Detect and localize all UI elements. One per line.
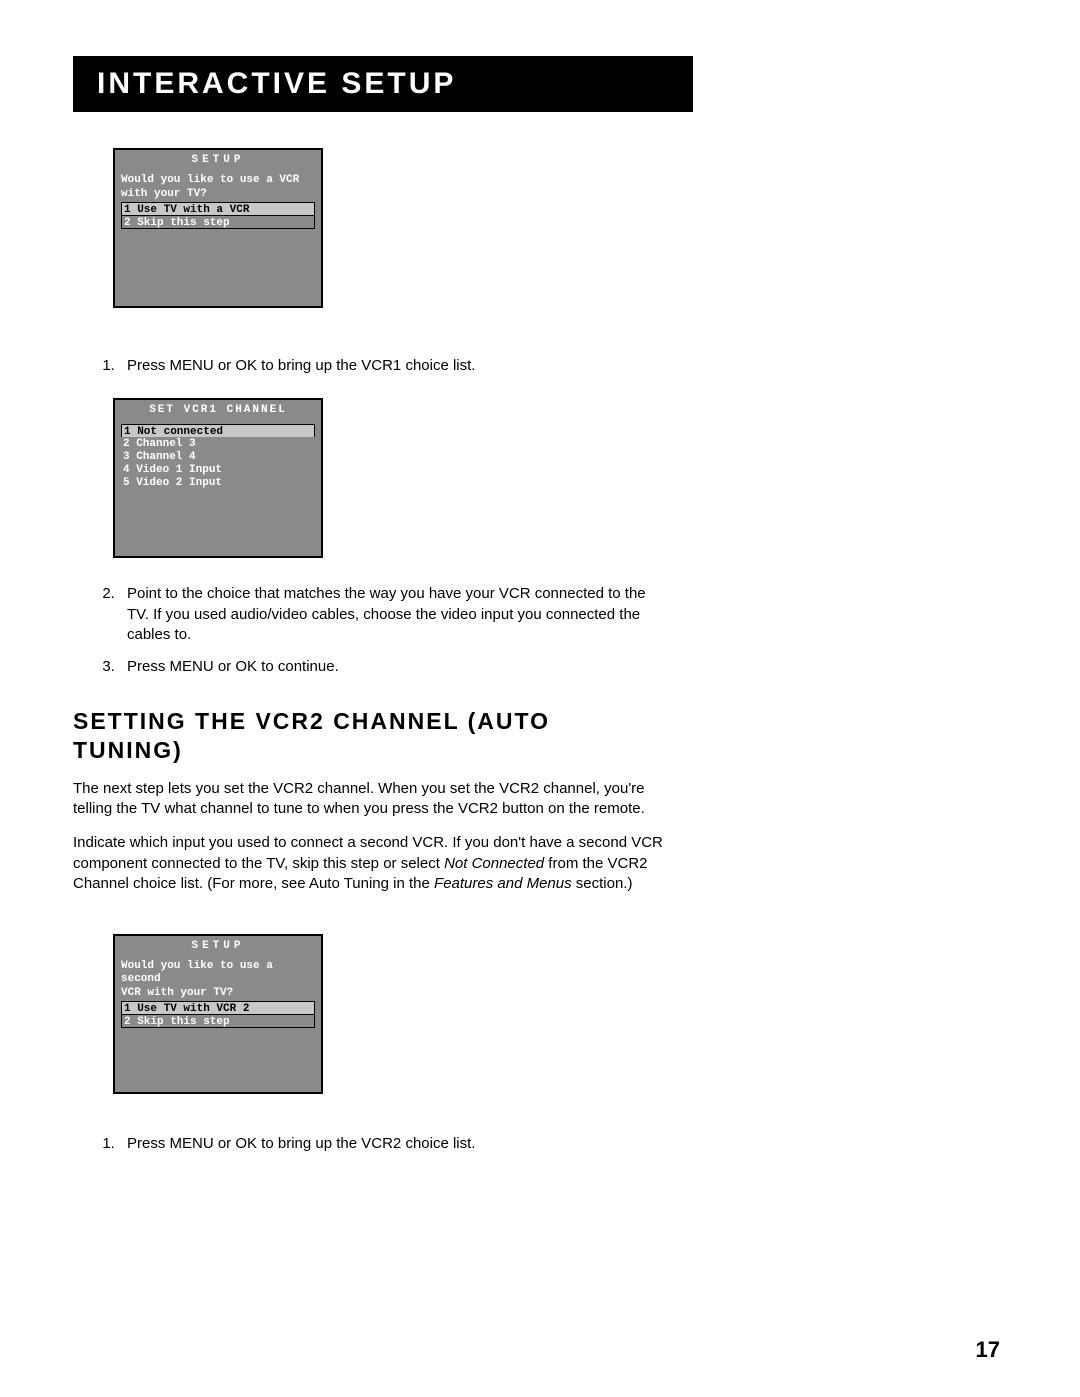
step-item: Press MENU or OK to bring up the VCR1 ch… bbox=[119, 356, 657, 376]
tv-title: SETUP bbox=[115, 150, 321, 168]
tv-option: 4 Video 1 Input bbox=[121, 463, 315, 477]
tv-option-selected: 1 Use TV with a VCR bbox=[121, 202, 315, 216]
tv-option: 2 Channel 3 bbox=[121, 437, 315, 451]
steps-list: Press MENU or OK to bring up the VCR2 ch… bbox=[97, 1134, 657, 1154]
step-item: Press MENU or OK to continue. bbox=[119, 657, 657, 677]
page-banner: Interactive Setup bbox=[73, 56, 693, 112]
tv-body: 1 Not connected 2 Channel 3 3 Channel 4 … bbox=[115, 418, 321, 490]
body-paragraph: Indicate which input you used to connect… bbox=[73, 833, 663, 894]
tv-option: 2 Skip this step bbox=[121, 215, 315, 229]
manual-page: Interactive Setup SETUP Would you like t… bbox=[73, 56, 1003, 1166]
page-number: 17 bbox=[976, 1337, 1000, 1363]
tv-body: Would you like to use a second VCR with … bbox=[115, 954, 321, 1029]
tv-set-vcr1-channel: SET VCR1 CHANNEL 1 Not connected 2 Chann… bbox=[113, 398, 323, 558]
tv-option-selected: 1 Use TV with VCR 2 bbox=[121, 1001, 315, 1015]
tv-setup-vcr1-prompt: SETUP Would you like to use a VCR with y… bbox=[113, 148, 323, 308]
tv-body: Would you like to use a VCR with your TV… bbox=[115, 168, 321, 229]
body-paragraph: The next step lets you set the VCR2 chan… bbox=[73, 779, 663, 820]
banner-title: Interactive Setup bbox=[97, 67, 456, 101]
tv-prompt-line: Would you like to use a second bbox=[121, 960, 315, 986]
tv-option: 5 Video 2 Input bbox=[121, 476, 315, 490]
steps-list: Press MENU or OK to bring up the VCR1 ch… bbox=[97, 356, 657, 376]
text-italic: Not Connected bbox=[444, 855, 544, 872]
text-run: section.) bbox=[572, 875, 633, 892]
tv-option-selected: 1 Not connected bbox=[121, 424, 315, 438]
steps-list: Point to the choice that matches the way… bbox=[97, 584, 657, 677]
section-heading: Setting the VCR2 Channel (Auto Tuning) bbox=[73, 707, 663, 765]
step-item: Point to the choice that matches the way… bbox=[119, 584, 657, 645]
text-italic: Features and Menus bbox=[434, 875, 572, 892]
content-column: SETUP Would you like to use a VCR with y… bbox=[73, 148, 693, 1154]
step-item: Press MENU or OK to bring up the VCR2 ch… bbox=[119, 1134, 657, 1154]
tv-prompt-line: VCR with your TV? bbox=[121, 987, 315, 1000]
tv-prompt-line: Would you like to use a VCR bbox=[121, 174, 315, 187]
tv-prompt-line: with your TV? bbox=[121, 188, 315, 201]
tv-title: SETUP bbox=[115, 936, 321, 954]
tv-option: 3 Channel 4 bbox=[121, 450, 315, 464]
tv-setup-vcr2-prompt: SETUP Would you like to use a second VCR… bbox=[113, 934, 323, 1094]
tv-option: 2 Skip this step bbox=[121, 1014, 315, 1028]
tv-title: SET VCR1 CHANNEL bbox=[115, 400, 321, 418]
